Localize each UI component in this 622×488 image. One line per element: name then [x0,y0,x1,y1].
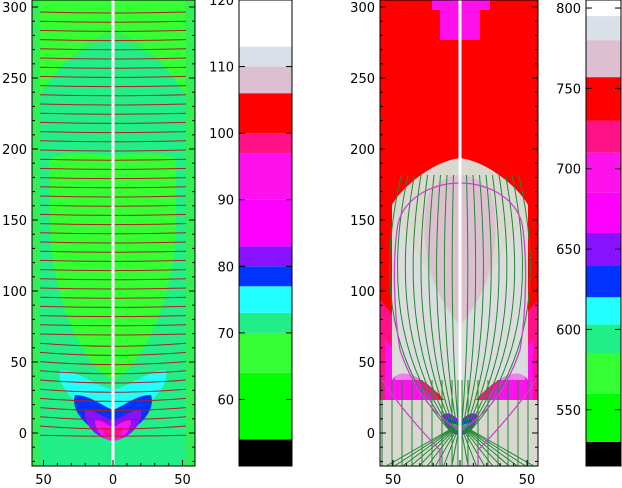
right-colorbar-tick-label: 800 [556,2,581,17]
left-colorbar-band [239,46,292,67]
right-x-tick-label: 50 [519,473,536,488]
left-y-tick-label: 0 [19,427,27,442]
left-y-tick-label: 250 [2,72,27,87]
left-y-tick-label: 100 [2,285,27,300]
right-colorbar-tick-label: 650 [556,243,581,258]
left-colorbar-band [239,199,292,247]
right-colorbar-band [586,265,621,298]
right-x-axis: 50 0 50 [385,460,536,488]
left-colorbar-band [239,93,292,134]
right-field-line [394,174,452,466]
left-x-tick-label: 50 [174,473,191,488]
right-plot-frame [379,0,539,467]
right-colorbar-band [586,297,621,325]
right-field-line [385,174,450,466]
right-field-line [443,174,459,466]
right-y-tick-label: 50 [358,356,375,371]
right-colorbar-band [586,0,621,17]
right-y-tick-label: 0 [367,427,375,442]
right-field-line [466,174,510,466]
right-field-line [468,174,526,466]
right-field-line [463,174,486,466]
right-y-axis: 0 50 100 150 200 250 300 [350,1,538,462]
right-field-line [465,174,502,466]
right-y-tick-label: 200 [350,143,375,158]
right-field-line [418,174,455,466]
left-y-tick-label: 50 [10,356,27,371]
right-field-line [464,174,494,466]
right-y-tick-label: 250 [350,72,375,87]
left-colorbar-band [239,439,292,466]
left-y-tick-label: 200 [2,143,27,158]
right-colorbar-ticks: 550 600 650 700 750 800 [556,2,621,419]
right-colorbar-tick-label: 600 [556,323,581,338]
left-heatmap [32,0,195,466]
left-colorbar-tick-label: 110 [209,61,234,76]
left-colorbar-tick-label: 80 [217,260,234,275]
right-colorbar-band [586,40,621,78]
left-colorbar-tick-label: 70 [217,327,234,342]
left-colorbar-band [239,66,292,94]
left-colorbar-band [239,372,292,440]
left-colorbar-band [239,266,292,287]
right-x-tick-label: 50 [385,473,402,488]
right-field-line [410,174,454,466]
right-field-line [434,174,457,466]
right-colorbar: 550 600 650 700 750 800 [556,0,622,467]
left-panel: 0 50 100 150 200 250 300 50 0 50 [2,0,196,488]
right-colorbar-frame [585,0,622,467]
right-colorbar-tick-label: 550 [556,404,581,419]
right-colorbar-band [586,152,621,193]
left-colorbar-band [239,332,292,373]
right-field-line [467,174,518,466]
right-field-line [470,174,535,466]
right-field-line [461,174,477,466]
left-x-tick-label: 50 [35,473,52,488]
left-y-tick-label: 300 [2,1,27,16]
right-field-lines [381,174,538,466]
right-y-tick-label: 300 [350,1,375,16]
left-colorbar-tick-label: 100 [209,127,234,142]
right-field-line [426,174,456,466]
right-panel: 0 50 100 150 200 250 300 50 0 50 [350,0,539,488]
right-colorbar-band [586,353,621,394]
left-colorbar-bands [239,0,292,466]
left-x-axis: 50 0 50 [35,460,191,488]
left-colorbar-tick-label: 90 [217,194,234,209]
right-colorbar-band [586,16,621,41]
right-colorbar-band [586,120,621,153]
right-field-line [460,174,469,466]
right-colorbar-bands [586,0,621,466]
left-colorbar-band [239,246,292,267]
right-y-tick-label: 100 [350,285,375,300]
right-y-tick-label: 150 [350,214,375,229]
right-colorbar-tick-label: 750 [556,82,581,97]
right-x-tick-label: 0 [456,473,464,488]
right-colorbar-tick-label: 700 [556,163,581,178]
right-heatmap [380,0,538,466]
left-colorbar-frame [238,0,293,467]
left-colorbar-band [239,312,292,333]
right-colorbar-band [586,441,621,466]
left-colorbar-tick-label: 120 [209,0,234,9]
left-colorbar-tick-label: 60 [217,393,234,408]
left-colorbar-band [239,0,292,47]
right-colorbar-band [586,393,621,442]
left-colorbar: 60 70 80 90 100 110 120 [209,0,293,467]
left-colorbar-band [239,153,292,200]
right-colorbar-band [586,192,621,233]
left-colorbar-band [239,133,292,154]
left-y-axis: 0 50 100 150 200 250 300 [2,1,195,462]
left-y-tick-label: 150 [2,214,27,229]
left-colorbar-ticks: 60 70 80 90 100 110 120 [209,0,292,408]
left-x-tick-label: 0 [109,473,117,488]
right-field-line [402,174,453,466]
left-colorbar-band [239,286,292,313]
right-field-line [451,174,460,466]
right-colorbar-band [586,77,621,121]
